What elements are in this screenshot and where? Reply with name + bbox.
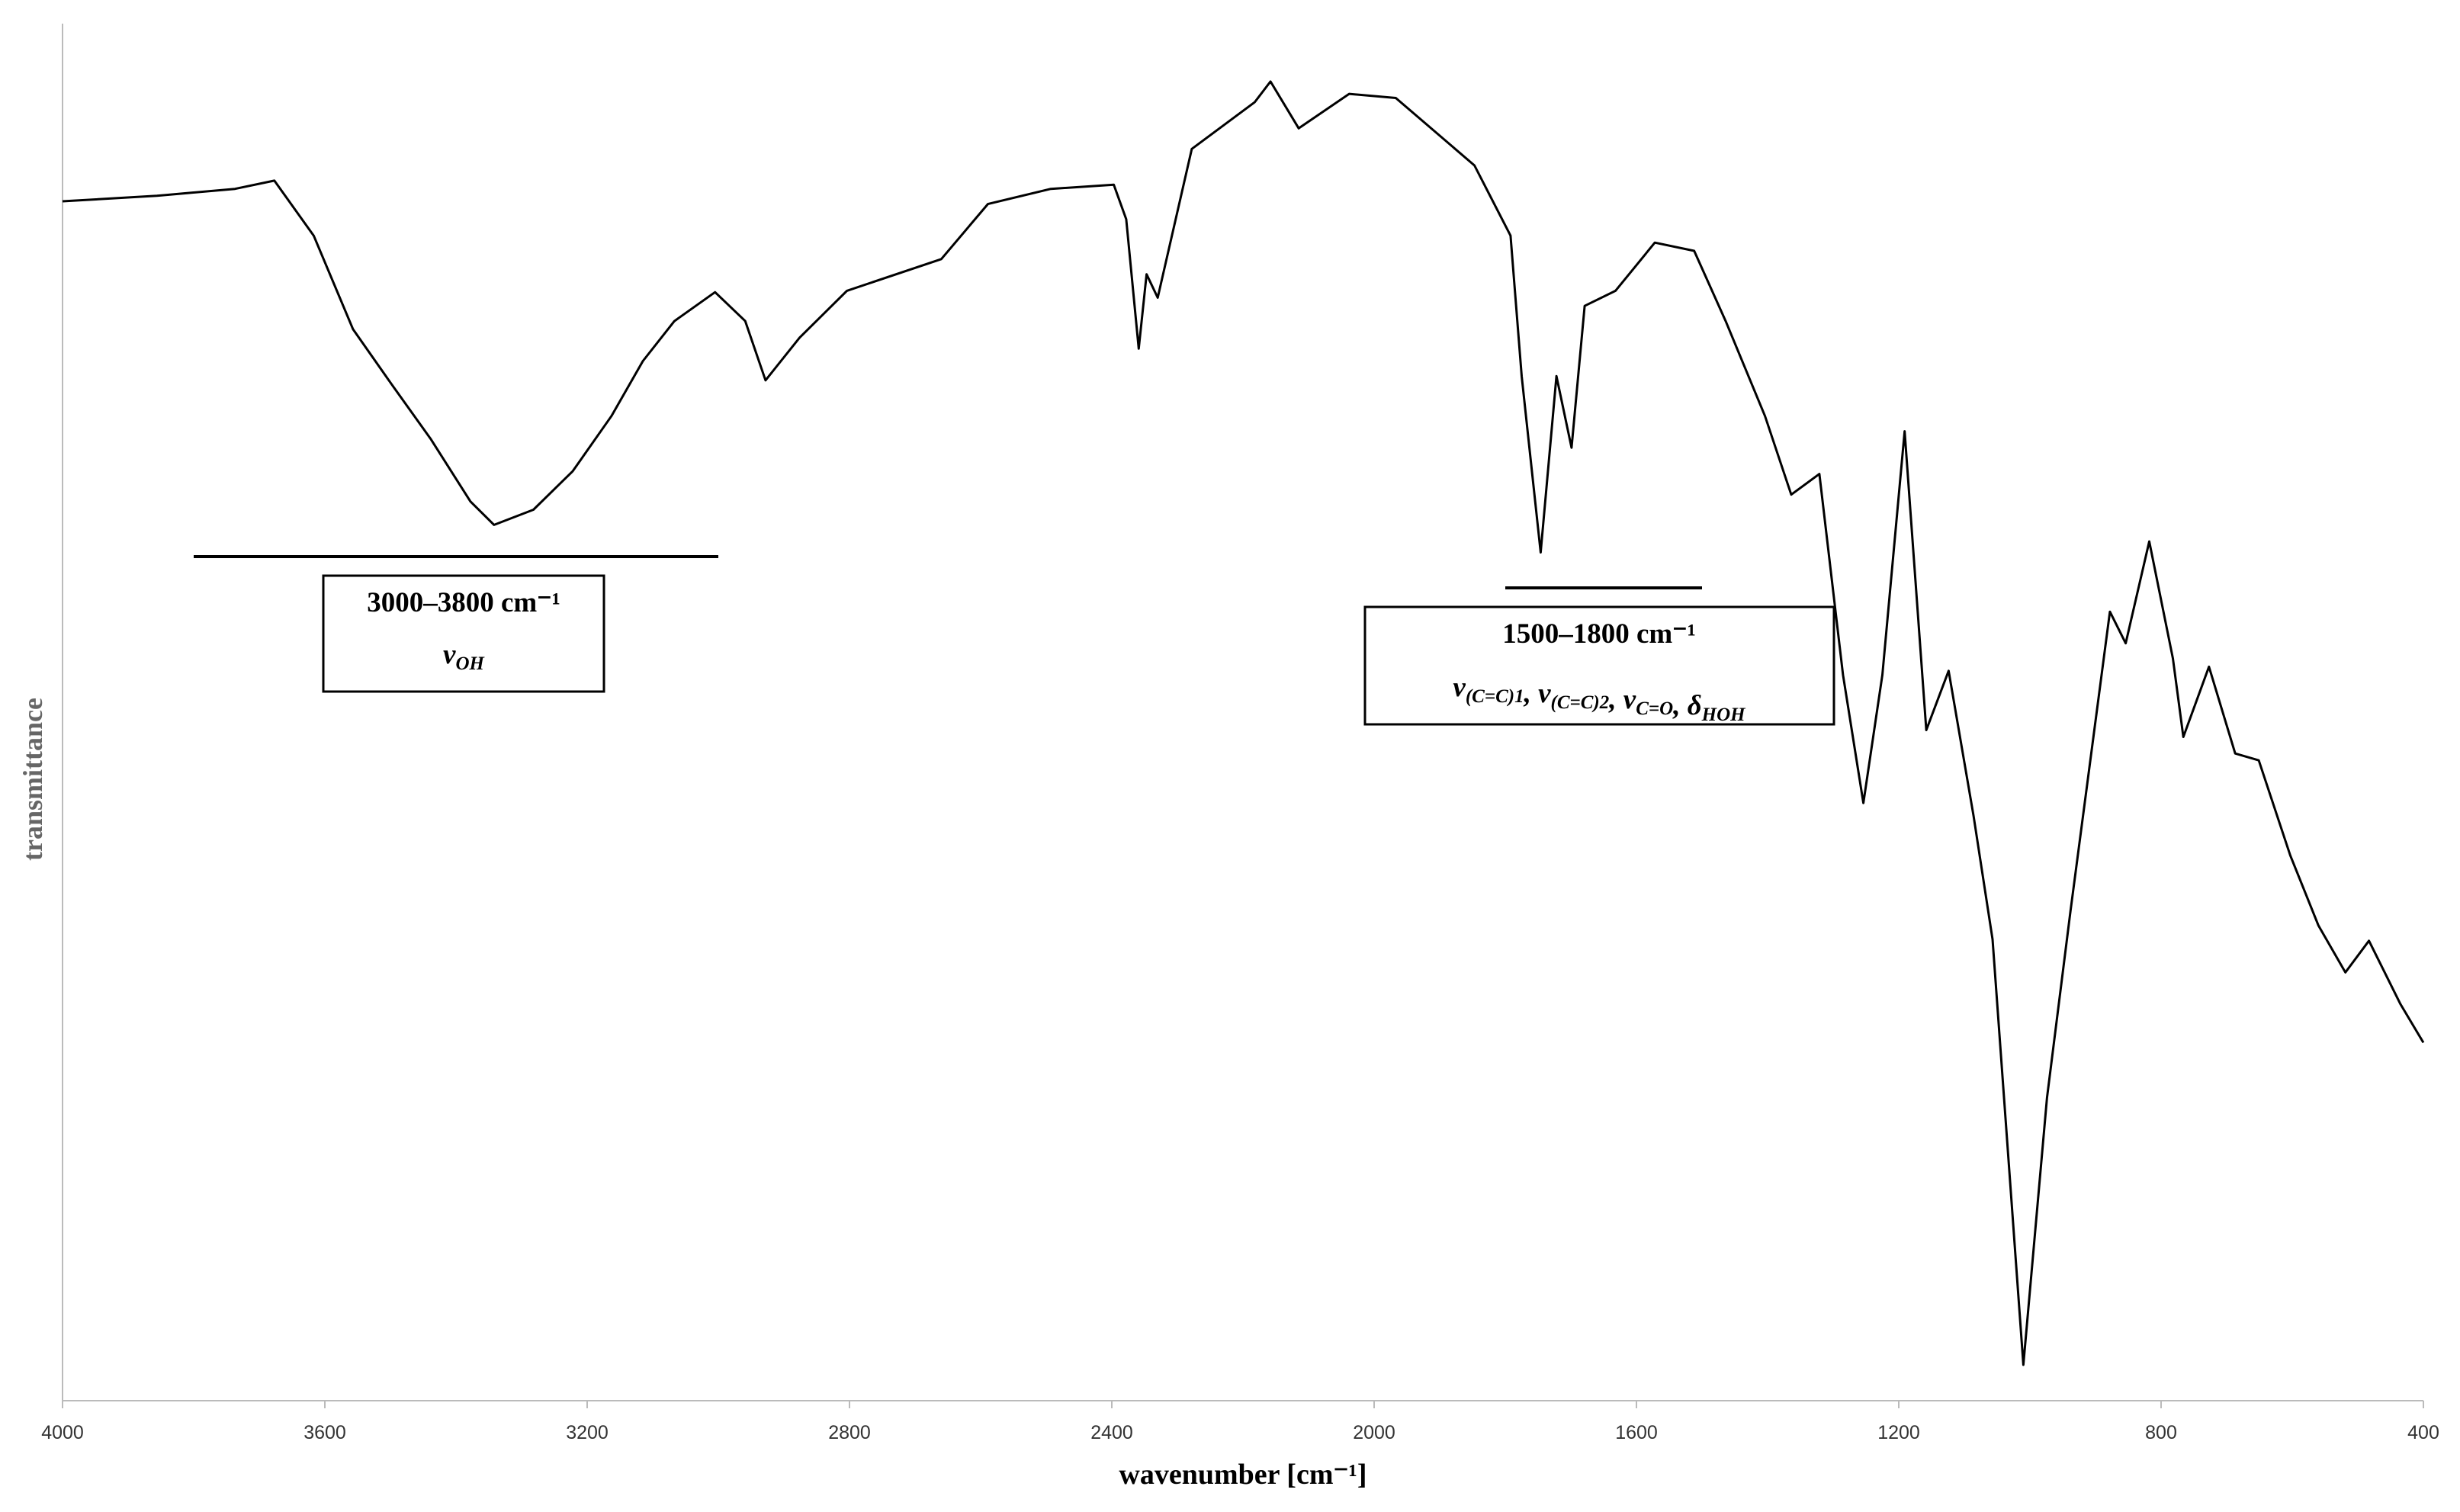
x-tick-label: 400 xyxy=(2407,1422,2439,1443)
annotation-subscript: (C=C)1 xyxy=(1466,686,1524,707)
annotation-run: , δ xyxy=(1672,690,1701,721)
annotation-subscript: OH xyxy=(455,653,485,674)
x-tick-label: 2800 xyxy=(828,1422,871,1443)
annotation-run: ν xyxy=(1453,672,1466,703)
annotation-run: 1500–1800 cm⁻¹ xyxy=(1502,618,1696,650)
x-tick-label: 4000 xyxy=(41,1422,84,1443)
annotation-text: 3000–3800 cm⁻¹ xyxy=(367,587,560,618)
annotation-run: 3000–3800 cm⁻¹ xyxy=(367,587,560,618)
annotation-run: ν xyxy=(443,639,456,670)
annotation-box xyxy=(1363,605,1835,726)
x-tick-label: 3200 xyxy=(566,1422,609,1443)
x-tick-label: 1600 xyxy=(1615,1422,1658,1443)
annotation-text: ν(C=C)1, ν(C=C)2, νC=O, δHOH xyxy=(1453,672,1746,725)
annotation-subscript: HOH xyxy=(1701,705,1747,725)
x-tick-label: 800 xyxy=(2145,1422,2177,1443)
x-tick-label: 1200 xyxy=(1877,1422,1920,1443)
annotation-run: , ν xyxy=(1524,678,1552,709)
annotation-subscript: C=O xyxy=(1636,698,1673,719)
annotation-run: , ν xyxy=(1608,684,1636,715)
spectrum-line xyxy=(62,80,2425,1366)
x-tick-label: 3600 xyxy=(303,1422,346,1443)
annotation-subscript: (C=C)2 xyxy=(1551,692,1610,713)
x-tick-label: 2000 xyxy=(1353,1422,1395,1443)
annotation-text: 1500–1800 cm⁻¹ xyxy=(1502,618,1696,650)
annotation-text: νOH xyxy=(443,639,485,674)
x-tick-label: 2400 xyxy=(1090,1422,1133,1443)
y-axis-label: transmittance xyxy=(18,698,48,861)
x-axis-label: wavenumber [cm⁻¹] xyxy=(1119,1459,1366,1491)
annotation-box xyxy=(322,574,605,693)
